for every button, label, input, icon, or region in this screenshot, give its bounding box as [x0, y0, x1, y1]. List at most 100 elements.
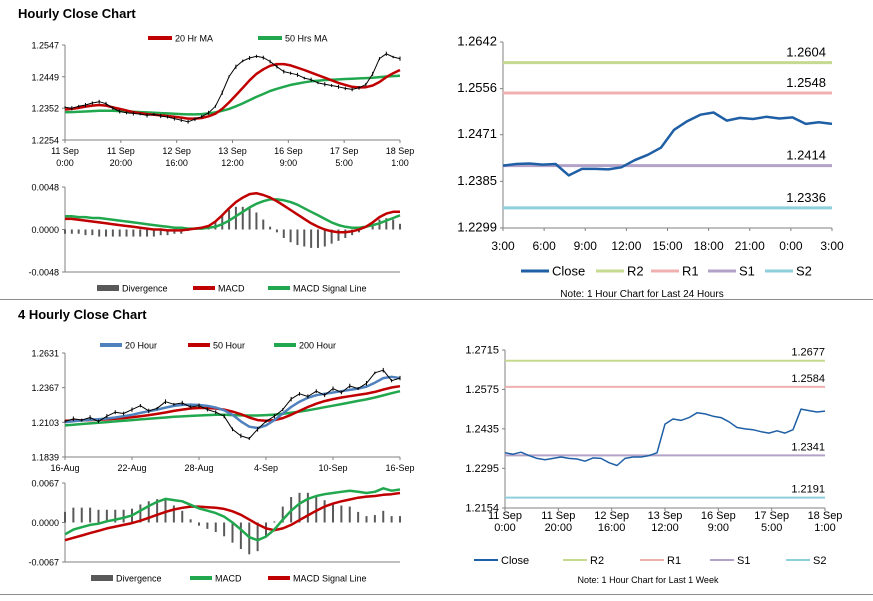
hourly-macd-line: [65, 191, 400, 234]
four-hourly-price-xtick-label: 10-Sep: [318, 463, 347, 473]
hourly-close-line: [64, 53, 401, 123]
bottom-divider: [0, 594, 873, 595]
four-hourly-pivot-legend-s2-label: S2: [813, 555, 826, 567]
hourly-pivot-ytick-label: 1.2385: [457, 173, 497, 188]
four-hourly-price-ytick-label: 1.2367: [31, 383, 59, 393]
hourly-price-xtick-label: 1:00: [391, 158, 409, 168]
hourly-legend-20hr-swatch: [148, 36, 172, 40]
four-hourly-macd-line: [64, 487, 401, 542]
hourly-pivot-ytick-label: 1.2556: [457, 80, 497, 95]
hourly-section-title: Hourly Close Chart: [18, 6, 136, 21]
four-hourly-pivot-legend-close-label: Close: [501, 555, 529, 567]
hourly-macd-ytick-label: -0.0048: [28, 268, 59, 278]
hourly-legend-divergence-swatch: [97, 285, 119, 291]
hourly-price-xtick-label: 17 Sep: [330, 146, 359, 156]
hourly-pivot-close-line: [502, 111, 833, 177]
four-hourly-pivot-xtick-label: 16:00: [598, 522, 626, 534]
hourly-20hr-ma-line: [64, 62, 401, 120]
four-hourly-pivot-xtick-label: 9:00: [708, 522, 729, 534]
hourly-legend-macd-swatch: [193, 286, 215, 290]
hourly-pivot-ytick-label: 1.2471: [457, 126, 497, 141]
hourly-pivot-s1-label: 1.2414: [786, 148, 826, 163]
four-hourly-pivot-xtick-label: 0:00: [494, 522, 515, 534]
four-hourly-macd-ytick-label: 0.0000: [31, 518, 59, 528]
hourly-price-ytick-label: 1.2547: [31, 41, 59, 51]
four-hourly-pivot-ytick-label: 1.2435: [465, 423, 499, 435]
hourly-legend-divergence-label: Divergence: [122, 284, 168, 294]
four-hourly-pivot-xtick-label: 11 Sep: [541, 510, 575, 522]
hourly-pivot-legend-r1-label: R1: [682, 264, 699, 279]
four-hourly-pivot-s1-label: 1.2341: [791, 441, 825, 453]
four-hourly-50hr-line: [64, 384, 401, 423]
hourly-pivot-xtick-label: 0:00: [779, 239, 803, 253]
hourly-price-ytick-label: 1.2254: [31, 136, 59, 146]
four-hourly-legend-divergence-label: Divergence: [116, 574, 162, 584]
hourly-price-xtick-label: 13 Sep: [218, 146, 247, 156]
hourly-price-ytick-label: 1.2352: [31, 104, 59, 114]
four-hourly-pivot-xtick-label: 13 Sep: [648, 510, 683, 522]
hourly-macd-ytick-label: 0.0048: [31, 183, 59, 193]
hourly-price-ytick-label: 1.2449: [31, 72, 59, 82]
hourly-pivot-xtick-label: 6:00: [532, 239, 556, 253]
hourly-pivot-note: Note: 1 Hour Chart for Last 24 Hours: [560, 289, 723, 300]
four-hourly-pivot-xtick-label: 11 Sep: [488, 510, 522, 522]
hourly-legend-signal-label: MACD Signal Line: [293, 284, 367, 294]
hourly-pivot-r2-label: 1.2604: [786, 45, 826, 60]
four-hourly-legend-macd-swatch: [190, 576, 212, 580]
four-hourly-macd-signal-line: [64, 491, 401, 542]
four-hourly-legend-200hr-swatch: [274, 343, 296, 347]
four-hourly-macd-ytick-label: 0.0067: [31, 479, 59, 489]
four-hourly-price-ytick-label: 1.2103: [31, 418, 59, 428]
four-hourly-legend-20hr-label: 20 Hour: [125, 341, 157, 351]
hourly-pivot-s2-label: 1.2336: [786, 190, 826, 205]
hourly-price-xtick-label: 9:00: [280, 158, 298, 168]
hourly-pivot-r1-label: 1.2548: [786, 75, 826, 90]
four-hourly-price-ytick-label: 1.1839: [31, 453, 59, 463]
hourly-price-xtick-label: 11 Sep: [51, 146, 79, 156]
four-hourly-legend-macd-label: MACD: [215, 574, 242, 584]
four-hourly-pivot-note: Note: 1 Hour Chart for Last 1 Week: [578, 575, 719, 585]
four-hourly-pivot-r2-label: 1.2677: [791, 347, 825, 359]
hourly-price-xtick-label: 12 Sep: [162, 146, 191, 156]
hourly-price-xtick-label: 12:00: [221, 158, 244, 168]
four-hourly-legend-20hr-swatch: [100, 343, 122, 347]
hourly-pivot-ytick-label: 1.2642: [457, 34, 497, 49]
four-hourly-pivot-close-line: [504, 408, 826, 467]
hourly-pivot-xtick-label: 9:00: [574, 239, 598, 253]
four-hourly-pivot-xtick-label: 12:00: [651, 522, 679, 534]
hourly-price-xtick-label: 11 Sep: [107, 146, 135, 156]
four-hourly-pivot-ytick-label: 1.2154: [465, 503, 499, 515]
hourly-pivot-xtick-label: 3:00: [491, 239, 515, 253]
hourly-pivot-xtick-label: 18:00: [694, 239, 724, 253]
four-hourly-pivot-xtick-label: 18 Sep: [808, 510, 843, 522]
hourly-legend-macd-label: MACD: [218, 284, 245, 294]
hourly-pivot-legend-close-label: Close: [552, 264, 585, 279]
hourly-price-xtick-label: 16 Sep: [274, 146, 303, 156]
four-hourly-price-xtick-label: 22-Aug: [117, 463, 146, 473]
hourly-price-xtick-label: 0:00: [56, 158, 74, 168]
four-hourly-pivot-s2-label: 1.2191: [791, 484, 825, 496]
hourly-pivot-xtick-label: 15:00: [652, 239, 682, 253]
hourly-legend-50hr-label: 50 Hrs MA: [285, 34, 328, 44]
hourly-pivot-xtick-label: 21:00: [735, 239, 765, 253]
four-hourly-legend-signal-swatch: [268, 576, 290, 580]
hourly-pivot-legend-s2-label: S2: [796, 264, 812, 279]
four-hourly-pivot-r1-label: 1.2584: [791, 373, 825, 385]
hourly-pivot-legend-r2-label: R2: [627, 264, 644, 279]
four-hourly-pivot-ytick-label: 1.2715: [465, 345, 499, 357]
four-hourly-pivot-legend-r2-label: R2: [590, 555, 604, 567]
four-hourly-legend-200hr-label: 200 Hour: [299, 341, 336, 351]
four-hourly-pivot-xtick-label: 20:00: [545, 522, 573, 534]
four-hourly-macd-ytick-label: -0.0067: [28, 558, 59, 568]
hourly-macd-ytick-label: 0.0000: [31, 225, 59, 235]
hourly-price-xtick-label: 5:00: [335, 158, 353, 168]
hourly-pivot-ytick-label: 1.2299: [457, 220, 497, 235]
four-hourly-price-xtick-label: 16-Sep: [385, 463, 414, 473]
four-hourly-price-xtick-label: 4-Sep: [254, 463, 278, 473]
hourly-legend-signal-swatch: [268, 286, 290, 290]
four-hourly-pivot-xtick-label: 12 Sep: [594, 510, 629, 522]
four-hourly-legend-50hr-label: 50 Hour: [213, 341, 245, 351]
four-hourly-price-xtick-label: 16-Aug: [50, 463, 79, 473]
hourly-pivot-legend-s1-label: S1: [739, 264, 755, 279]
